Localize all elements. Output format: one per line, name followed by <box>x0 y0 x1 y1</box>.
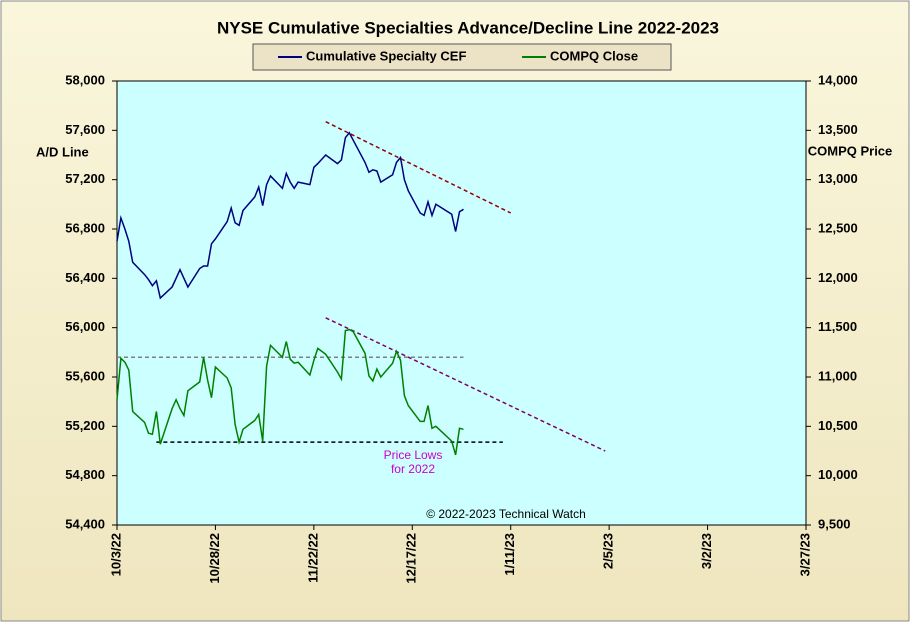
y2-tick-label: 12,000 <box>818 270 858 285</box>
y-tick-label: 55,600 <box>65 368 105 383</box>
y2-axis-label: COMPQ Price <box>808 143 893 158</box>
annotation: Price Lows <box>384 448 443 462</box>
y2-tick-label: 11,500 <box>818 319 857 334</box>
y2-tick-label: 12,500 <box>818 220 858 235</box>
y-tick-label: 56,000 <box>65 319 105 334</box>
y2-tick-label: 9,500 <box>818 516 851 531</box>
copyright: © 2022-2023 Technical Watch <box>426 507 586 521</box>
plot-area <box>116 80 807 526</box>
y2-tick-label: 14,000 <box>818 72 858 87</box>
x-tick-label: 3/2/23 <box>699 533 714 569</box>
y-tick-label: 56,800 <box>65 220 105 235</box>
y2-tick-label: 13,500 <box>818 122 858 137</box>
trendline <box>325 121 512 214</box>
x-tick-label: 1/11/23 <box>502 533 517 576</box>
y2-tick-label: 10,500 <box>818 418 858 433</box>
y2-tick-label: 10,000 <box>818 467 858 482</box>
annotation: for 2022 <box>391 462 435 476</box>
y-tick-label: 54,800 <box>65 467 105 482</box>
legend-label: COMPQ Close <box>550 48 638 63</box>
y-tick-label: 54,400 <box>65 516 105 531</box>
y-tick-label: 58,000 <box>65 72 105 87</box>
x-tick-label: 10/3/22 <box>108 533 123 576</box>
x-tick-label: 3/27/23 <box>797 533 812 576</box>
y2-tick-label: 11,000 <box>818 368 857 383</box>
x-tick-label: 11/22/22 <box>305 533 320 583</box>
y-axis-label: A/D Line <box>36 144 89 159</box>
y-tick-label: 55,200 <box>65 418 105 433</box>
y2-tick-label: 13,000 <box>818 171 858 186</box>
x-tick-label: 12/17/22 <box>404 533 419 584</box>
series-line <box>116 328 464 456</box>
chart-title: NYSE Cumulative Specialties Advance/Decl… <box>217 18 719 37</box>
x-tick-label: 10/28/22 <box>207 533 222 584</box>
series-line <box>116 131 464 300</box>
y-tick-label: 57,200 <box>65 171 105 186</box>
legend-label: Cumulative Specialty CEF <box>306 48 466 63</box>
y-tick-label: 56,400 <box>65 270 105 285</box>
x-tick-label: 2/5/23 <box>601 533 616 569</box>
legend <box>252 43 672 71</box>
trendline <box>325 317 606 452</box>
y-tick-label: 57,600 <box>65 122 105 137</box>
